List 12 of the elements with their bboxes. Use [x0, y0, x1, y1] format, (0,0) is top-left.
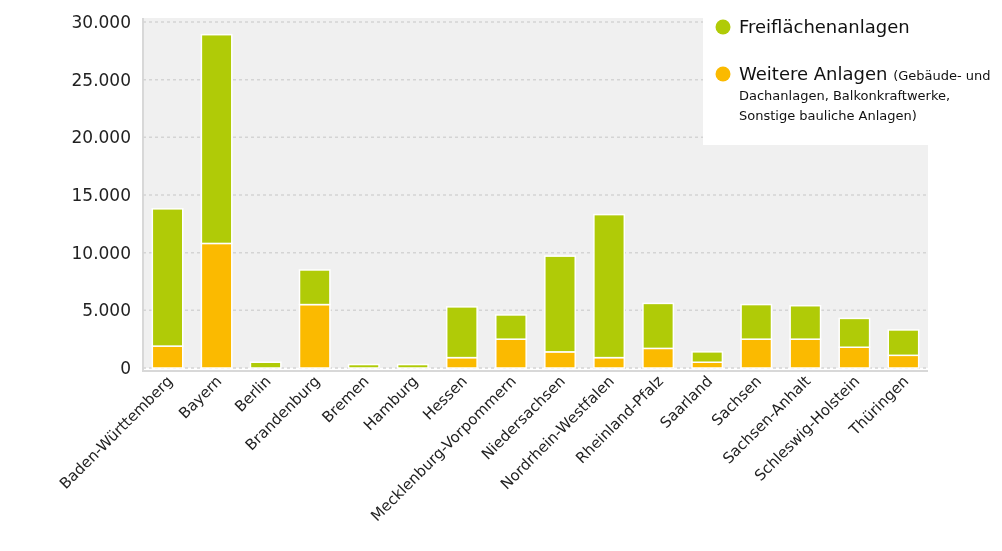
y-tick-label: 0	[120, 357, 131, 378]
y-tick-label: 20.000	[71, 127, 131, 148]
y-tick-label: 30.000	[71, 11, 131, 32]
legend-label: Weitere Anlagen (Gebäude- und Dachanlagen, Balkonkraftwerke, Sonstige bauliche Anlagen)	[739, 63, 991, 123]
bar	[249, 361, 282, 369]
bar	[347, 363, 380, 369]
legend-label: Freiflächenanlagen	[739, 16, 910, 38]
y-tick-label: 10.000	[71, 242, 131, 263]
y-tick-label: 5.000	[82, 300, 131, 321]
y-tick-label: 15.000	[71, 184, 131, 205]
y-tick-label: 25.000	[71, 69, 131, 90]
bar	[396, 363, 429, 369]
